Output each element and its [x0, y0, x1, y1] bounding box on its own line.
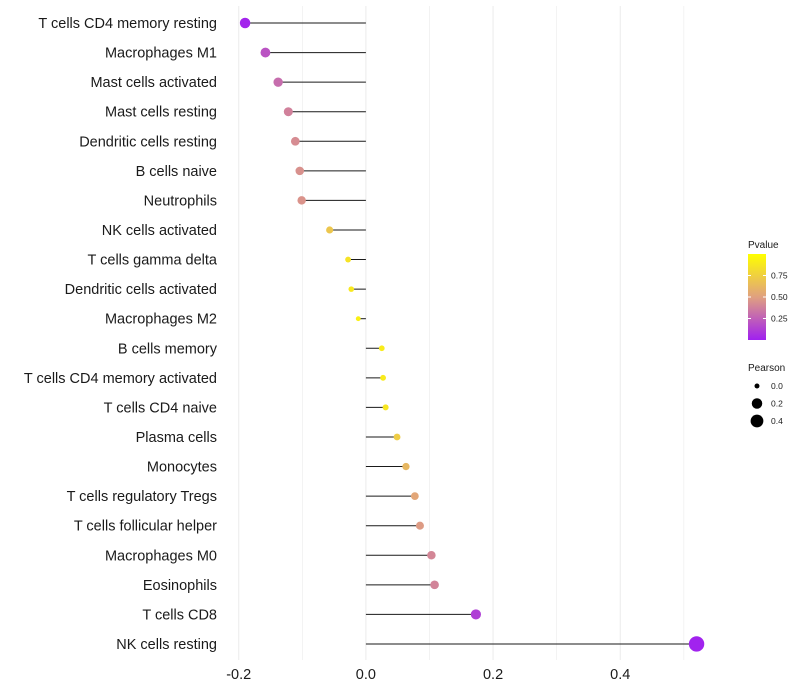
- lollipop-point: [430, 580, 439, 590]
- lollipop-stems: [245, 22, 697, 645]
- lollipop-point: [239, 17, 251, 29]
- lollipop-point: [348, 286, 355, 292]
- grid-lines: [238, 6, 685, 660]
- lollipop-point: [273, 77, 283, 87]
- lollipop-point: [393, 433, 401, 441]
- category-label: B cells naive: [136, 164, 217, 180]
- pvalue-tick-label: 0.50: [771, 292, 788, 302]
- x-tick-label: 0.0: [356, 667, 376, 683]
- x-tick-label: 0.2: [483, 667, 503, 683]
- pearson-size-key: [754, 383, 760, 389]
- lollipop-point: [326, 226, 334, 234]
- pearson-size-label: 0.0: [771, 381, 783, 391]
- lollipop-point: [415, 521, 424, 530]
- pvalue-legend-title: Pvalue: [748, 240, 779, 251]
- pearson-legend-title: Pearson: [748, 363, 785, 374]
- category-label: Mast cells activated: [90, 75, 217, 91]
- pearson-size-key: [751, 398, 763, 409]
- pearson-size-key: [750, 414, 764, 428]
- pvalue-colorbar: [748, 254, 766, 340]
- category-label: Monocytes: [147, 460, 217, 476]
- x-tick-label: -0.2: [226, 667, 251, 683]
- lollipop-point: [402, 462, 410, 471]
- pvalue-tick-label: 0.25: [771, 314, 788, 324]
- lollipop-dots: [239, 17, 705, 652]
- category-label: T cells gamma delta: [88, 253, 218, 269]
- lollipop-point: [380, 374, 386, 381]
- category-label: Macrophages M0: [105, 548, 217, 564]
- x-tick-label: 0.4: [610, 667, 630, 683]
- category-label: Dendritic cells resting: [79, 134, 217, 150]
- lollipop-point: [427, 550, 436, 560]
- lollipop-point: [688, 636, 705, 652]
- category-label: T cells CD4 naive: [104, 400, 217, 416]
- category-label: Plasma cells: [136, 430, 217, 446]
- lollipop-point: [470, 609, 481, 620]
- x-axis-ticks: -0.2 0.0 0.2 0.4: [226, 667, 630, 683]
- lollipop-point: [260, 47, 271, 58]
- category-label: Dendritic cells activated: [65, 282, 217, 298]
- category-label: T cells CD4 memory resting: [38, 16, 217, 32]
- lollipop-point: [355, 316, 361, 322]
- category-label: Eosinophils: [143, 578, 217, 594]
- category-label: Mast cells resting: [105, 105, 217, 121]
- category-label: Macrophages M1: [105, 46, 217, 62]
- category-label: T cells follicular helper: [74, 519, 217, 535]
- category-label: T cells CD4 memory activated: [24, 371, 217, 387]
- lollipop-point: [345, 256, 352, 263]
- lollipop-point: [290, 136, 300, 146]
- pearson-legend: Pearson 0.0 0.2 0.4: [748, 363, 785, 428]
- lollipop-point: [382, 404, 389, 411]
- pvalue-legend: Pvalue 0.75 0.50 0.25: [748, 240, 788, 340]
- category-label: NK cells resting: [116, 637, 217, 653]
- category-label: Macrophages M2: [105, 312, 217, 328]
- category-label: Neutrophils: [144, 193, 217, 209]
- pearson-size-label: 0.4: [771, 416, 783, 426]
- pvalue-tick-label: 0.75: [771, 271, 788, 281]
- lollipop-point: [283, 107, 293, 117]
- category-label: B cells memory: [118, 341, 218, 357]
- lollipop-point: [297, 196, 306, 205]
- pearson-size-label: 0.2: [771, 399, 783, 409]
- lollipop-point: [295, 166, 305, 176]
- category-labels: T cells CD4 memory resting Macrophages M1…: [24, 16, 218, 653]
- category-label: T cells regulatory Tregs: [67, 489, 217, 505]
- lollipop-point: [378, 345, 385, 352]
- category-label: T cells CD8: [142, 607, 217, 623]
- lollipop-point: [410, 492, 419, 501]
- category-label: NK cells activated: [102, 223, 217, 239]
